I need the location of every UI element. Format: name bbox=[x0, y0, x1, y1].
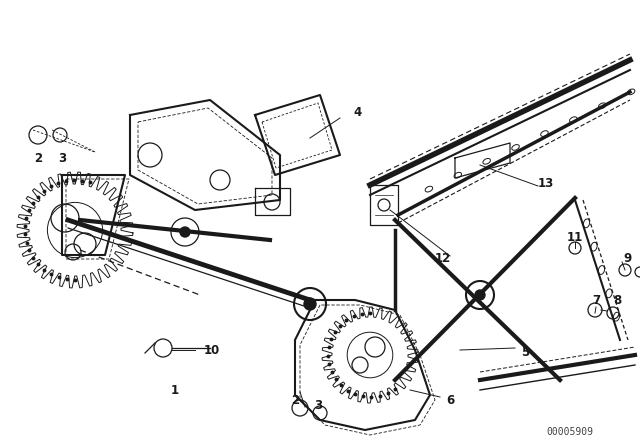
Text: 13: 13 bbox=[538, 177, 554, 190]
Text: 9: 9 bbox=[624, 251, 632, 264]
Text: 00005909: 00005909 bbox=[547, 427, 593, 437]
Text: 12: 12 bbox=[435, 251, 451, 264]
Text: 1: 1 bbox=[171, 383, 179, 396]
Text: 5: 5 bbox=[521, 345, 529, 358]
Circle shape bbox=[304, 298, 316, 310]
Circle shape bbox=[180, 227, 190, 237]
Text: 6: 6 bbox=[446, 393, 454, 406]
Text: 3: 3 bbox=[58, 151, 66, 164]
Text: 11: 11 bbox=[567, 231, 583, 244]
Text: 2: 2 bbox=[34, 151, 42, 164]
Text: 4: 4 bbox=[354, 105, 362, 119]
Text: 3: 3 bbox=[314, 399, 322, 412]
Circle shape bbox=[475, 290, 485, 300]
Text: 8: 8 bbox=[613, 293, 621, 306]
Text: 7: 7 bbox=[592, 293, 600, 306]
Text: 2: 2 bbox=[291, 393, 299, 406]
Text: 10: 10 bbox=[204, 344, 220, 357]
